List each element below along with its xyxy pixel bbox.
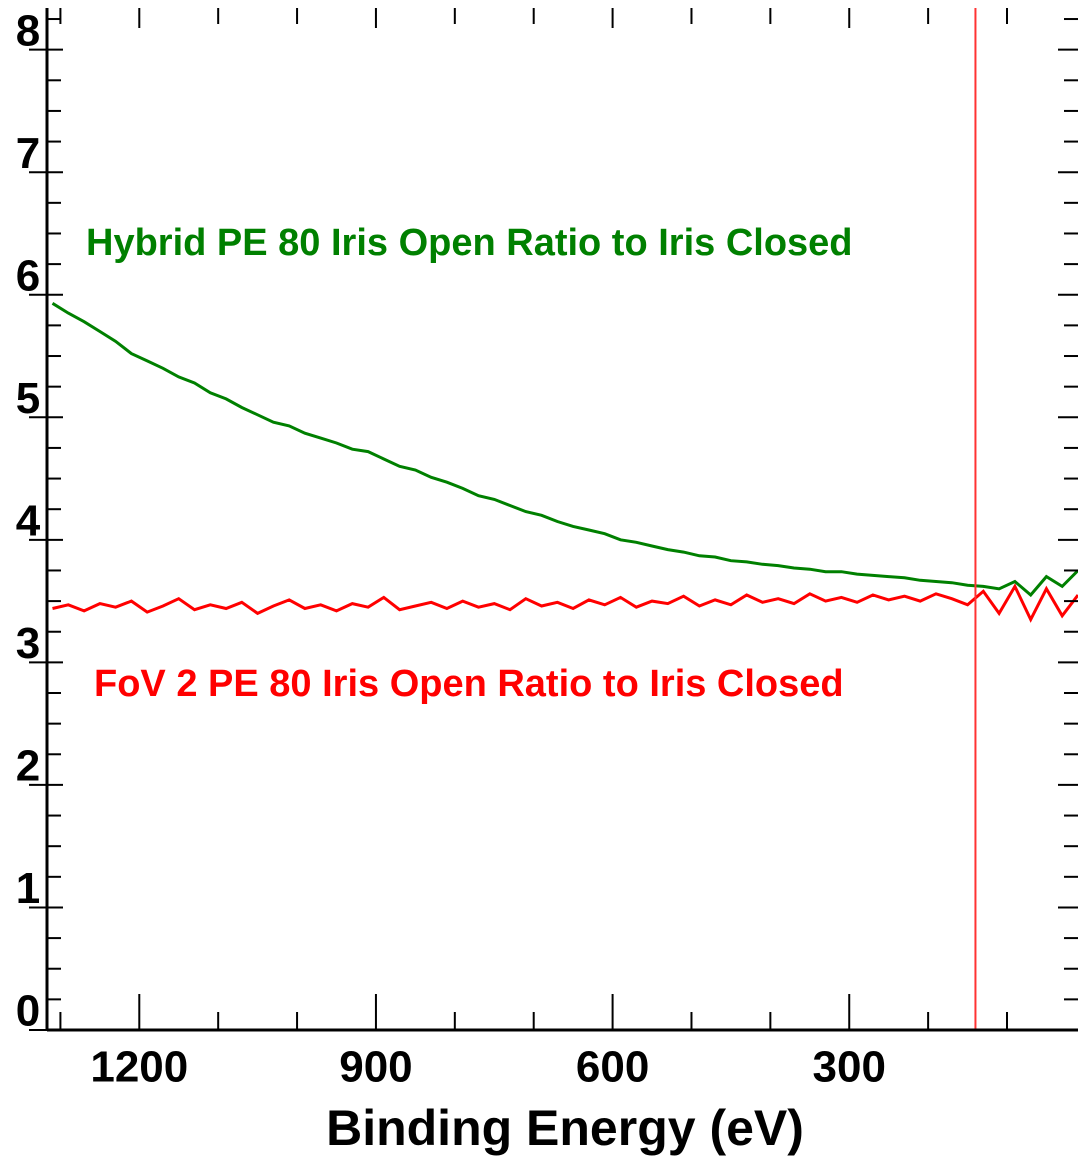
x-tick-label: 600 (576, 1043, 649, 1092)
series-label: Hybrid PE 80 Iris Open Ratio to Iris Clo… (86, 222, 853, 264)
y-tick-label: 2 (16, 742, 40, 791)
y-tick-label: 3 (16, 619, 40, 668)
y-tick-label: 6 (16, 251, 40, 300)
x-tick-label: 1200 (90, 1043, 188, 1092)
x-tick-label: 300 (813, 1043, 886, 1092)
series-label: FoV 2 PE 80 Iris Open Ratio to Iris Clos… (94, 663, 844, 705)
data-line (52, 583, 1078, 623)
x-tick-label: 900 (339, 1043, 412, 1092)
y-tick-label: 8 (16, 6, 40, 55)
y-tick-label: 5 (16, 374, 40, 423)
y-tick-label: 7 (16, 129, 40, 178)
y-tick-label: 4 (16, 496, 41, 545)
y-tick-label: 0 (16, 987, 40, 1036)
data-line (51, 302, 1078, 598)
y-tick-label: 1 (16, 864, 40, 913)
x-axis-title: Binding Energy (eV) (326, 1100, 804, 1156)
